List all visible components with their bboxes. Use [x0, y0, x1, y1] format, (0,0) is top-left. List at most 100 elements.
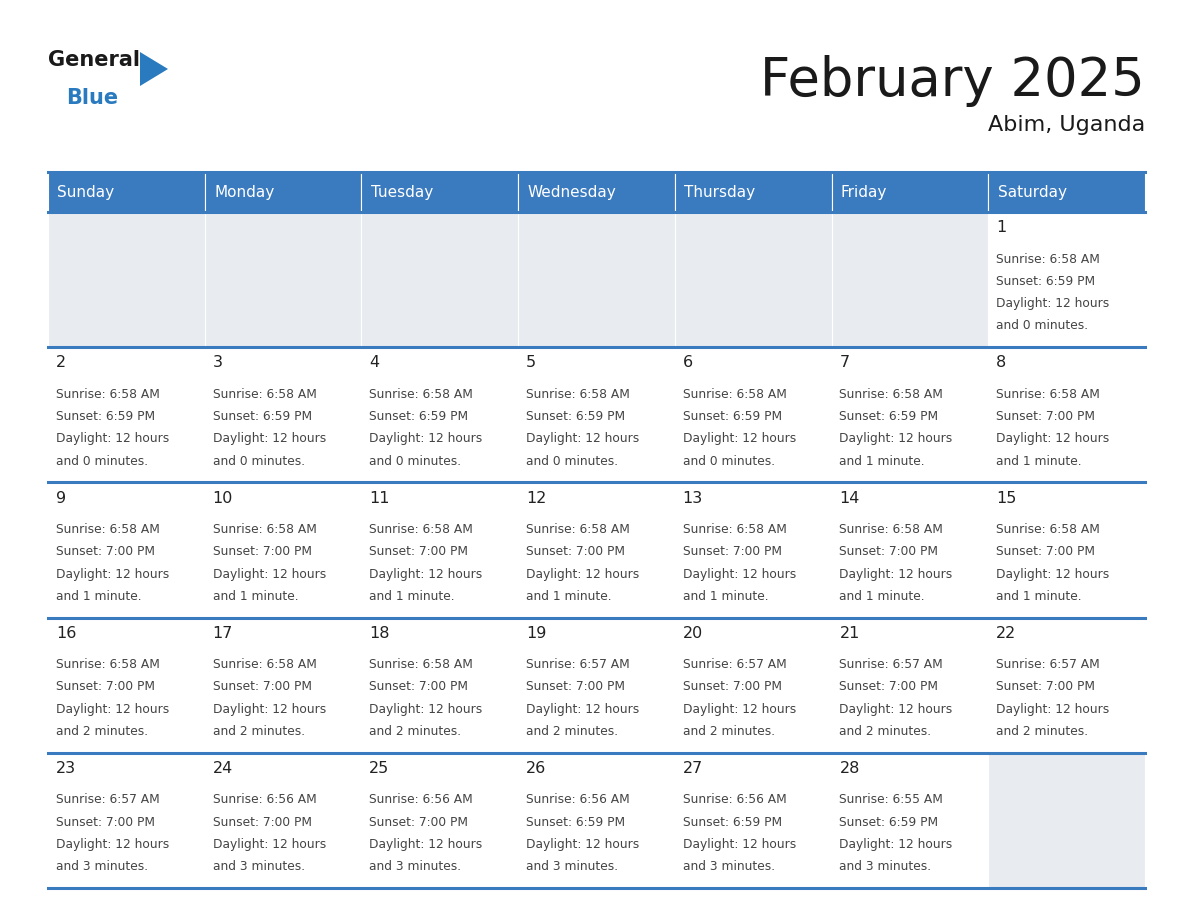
Text: Daylight: 12 hours: Daylight: 12 hours: [369, 838, 482, 851]
Text: Sunrise: 6:57 AM: Sunrise: 6:57 AM: [840, 658, 943, 671]
FancyBboxPatch shape: [832, 347, 988, 482]
Text: Daylight: 12 hours: Daylight: 12 hours: [56, 703, 169, 716]
Text: Sunset: 6:59 PM: Sunset: 6:59 PM: [56, 410, 154, 423]
Text: and 1 minute.: and 1 minute.: [56, 590, 141, 603]
Text: Sunset: 6:59 PM: Sunset: 6:59 PM: [526, 410, 625, 423]
Text: Tuesday: Tuesday: [371, 185, 434, 199]
Text: 3: 3: [213, 355, 222, 370]
Text: Sunset: 7:00 PM: Sunset: 7:00 PM: [996, 680, 1095, 693]
Text: Sunset: 6:59 PM: Sunset: 6:59 PM: [840, 816, 939, 829]
Text: Sunset: 6:59 PM: Sunset: 6:59 PM: [369, 410, 468, 423]
Text: 2: 2: [56, 355, 67, 370]
Text: Sunrise: 6:58 AM: Sunrise: 6:58 AM: [213, 387, 316, 401]
FancyBboxPatch shape: [675, 482, 832, 618]
Text: Sunrise: 6:58 AM: Sunrise: 6:58 AM: [526, 523, 630, 536]
FancyBboxPatch shape: [361, 618, 518, 753]
Text: and 3 minutes.: and 3 minutes.: [683, 860, 775, 873]
Text: Daylight: 12 hours: Daylight: 12 hours: [213, 838, 326, 851]
Text: Daylight: 12 hours: Daylight: 12 hours: [996, 432, 1110, 445]
Text: 12: 12: [526, 490, 546, 506]
Text: and 0 minutes.: and 0 minutes.: [56, 454, 148, 467]
Text: and 1 minute.: and 1 minute.: [840, 590, 925, 603]
Text: Daylight: 12 hours: Daylight: 12 hours: [526, 432, 639, 445]
FancyBboxPatch shape: [361, 172, 518, 212]
Text: Daylight: 12 hours: Daylight: 12 hours: [213, 432, 326, 445]
FancyBboxPatch shape: [988, 212, 1145, 347]
Text: 6: 6: [683, 355, 693, 370]
Text: Sunset: 7:00 PM: Sunset: 7:00 PM: [213, 545, 311, 558]
Text: Daylight: 12 hours: Daylight: 12 hours: [840, 703, 953, 716]
FancyBboxPatch shape: [832, 753, 988, 888]
Text: Daylight: 12 hours: Daylight: 12 hours: [369, 432, 482, 445]
Text: Daylight: 12 hours: Daylight: 12 hours: [683, 567, 796, 580]
Text: 1: 1: [996, 220, 1006, 235]
FancyBboxPatch shape: [832, 482, 988, 618]
Text: Sunrise: 6:58 AM: Sunrise: 6:58 AM: [369, 387, 473, 401]
FancyBboxPatch shape: [675, 172, 832, 212]
FancyBboxPatch shape: [204, 172, 361, 212]
Text: Sunrise: 6:58 AM: Sunrise: 6:58 AM: [369, 658, 473, 671]
FancyBboxPatch shape: [675, 347, 832, 482]
Text: Sunset: 6:59 PM: Sunset: 6:59 PM: [213, 410, 311, 423]
Text: 22: 22: [996, 626, 1017, 641]
Text: 8: 8: [996, 355, 1006, 370]
Text: Sunrise: 6:57 AM: Sunrise: 6:57 AM: [996, 658, 1100, 671]
Text: and 1 minute.: and 1 minute.: [213, 590, 298, 603]
Text: Sunrise: 6:55 AM: Sunrise: 6:55 AM: [840, 793, 943, 806]
Text: Sunrise: 6:58 AM: Sunrise: 6:58 AM: [56, 523, 159, 536]
Text: Sunrise: 6:58 AM: Sunrise: 6:58 AM: [369, 523, 473, 536]
Text: 21: 21: [840, 626, 860, 641]
Text: Thursday: Thursday: [684, 185, 756, 199]
Text: Sunrise: 6:58 AM: Sunrise: 6:58 AM: [996, 387, 1100, 401]
FancyBboxPatch shape: [48, 618, 204, 753]
FancyBboxPatch shape: [361, 212, 518, 347]
Text: Daylight: 12 hours: Daylight: 12 hours: [996, 567, 1110, 580]
Polygon shape: [140, 52, 168, 86]
Text: and 1 minute.: and 1 minute.: [369, 590, 455, 603]
FancyBboxPatch shape: [988, 482, 1145, 618]
Text: Daylight: 12 hours: Daylight: 12 hours: [683, 703, 796, 716]
Text: and 0 minutes.: and 0 minutes.: [213, 454, 304, 467]
Text: Sunset: 7:00 PM: Sunset: 7:00 PM: [996, 410, 1095, 423]
Text: Sunset: 7:00 PM: Sunset: 7:00 PM: [56, 816, 154, 829]
Text: and 2 minutes.: and 2 minutes.: [996, 725, 1088, 738]
Text: Daylight: 12 hours: Daylight: 12 hours: [996, 297, 1110, 310]
FancyBboxPatch shape: [361, 482, 518, 618]
FancyBboxPatch shape: [988, 753, 1145, 888]
Text: 20: 20: [683, 626, 703, 641]
Text: 14: 14: [840, 490, 860, 506]
FancyBboxPatch shape: [518, 172, 675, 212]
Text: and 1 minute.: and 1 minute.: [840, 454, 925, 467]
Text: Daylight: 12 hours: Daylight: 12 hours: [369, 703, 482, 716]
Text: 17: 17: [213, 626, 233, 641]
Text: Sunset: 7:00 PM: Sunset: 7:00 PM: [56, 680, 154, 693]
Text: General: General: [48, 50, 140, 70]
Text: and 3 minutes.: and 3 minutes.: [213, 860, 304, 873]
Text: Daylight: 12 hours: Daylight: 12 hours: [56, 432, 169, 445]
Text: Sunset: 7:00 PM: Sunset: 7:00 PM: [213, 816, 311, 829]
Text: Sunset: 7:00 PM: Sunset: 7:00 PM: [56, 545, 154, 558]
Text: Sunset: 7:00 PM: Sunset: 7:00 PM: [369, 545, 468, 558]
Text: Sunset: 7:00 PM: Sunset: 7:00 PM: [369, 816, 468, 829]
Text: Daylight: 12 hours: Daylight: 12 hours: [840, 432, 953, 445]
Text: 18: 18: [369, 626, 390, 641]
Text: 7: 7: [840, 355, 849, 370]
Text: 5: 5: [526, 355, 536, 370]
Text: Sunrise: 6:58 AM: Sunrise: 6:58 AM: [840, 523, 943, 536]
Text: Saturday: Saturday: [998, 185, 1067, 199]
FancyBboxPatch shape: [518, 753, 675, 888]
Text: Daylight: 12 hours: Daylight: 12 hours: [213, 703, 326, 716]
Text: Daylight: 12 hours: Daylight: 12 hours: [526, 838, 639, 851]
Text: Sunset: 6:59 PM: Sunset: 6:59 PM: [996, 274, 1095, 288]
Text: Sunrise: 6:58 AM: Sunrise: 6:58 AM: [683, 523, 786, 536]
FancyBboxPatch shape: [518, 618, 675, 753]
Text: Sunset: 7:00 PM: Sunset: 7:00 PM: [840, 680, 939, 693]
FancyBboxPatch shape: [204, 482, 361, 618]
Text: Sunrise: 6:58 AM: Sunrise: 6:58 AM: [56, 387, 159, 401]
Text: Sunrise: 6:56 AM: Sunrise: 6:56 AM: [213, 793, 316, 806]
Text: Sunrise: 6:56 AM: Sunrise: 6:56 AM: [369, 793, 473, 806]
Text: Abim, Uganda: Abim, Uganda: [987, 115, 1145, 135]
Text: Sunset: 7:00 PM: Sunset: 7:00 PM: [213, 680, 311, 693]
Text: 11: 11: [369, 490, 390, 506]
Text: Sunrise: 6:58 AM: Sunrise: 6:58 AM: [213, 658, 316, 671]
